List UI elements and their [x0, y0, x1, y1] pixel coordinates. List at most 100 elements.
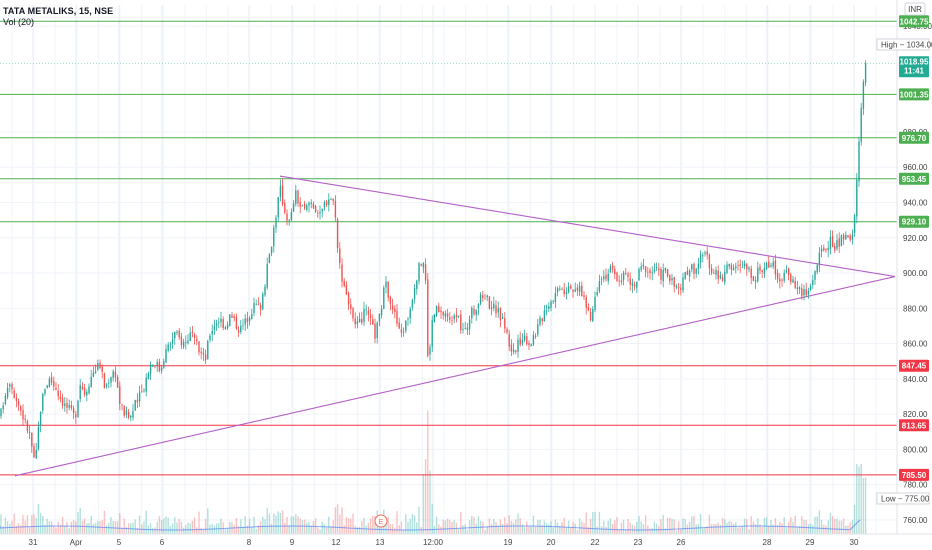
candle-body — [202, 352, 205, 355]
candle-body — [576, 287, 579, 291]
candle — [226, 321, 229, 331]
candle-body — [451, 319, 453, 321]
volume-bar — [226, 528, 229, 534]
trendline-lower[interactable] — [14, 276, 896, 477]
volume-bar — [374, 515, 376, 534]
x-tick-label: 31 — [29, 538, 38, 547]
candle-body — [616, 272, 618, 281]
candle — [845, 231, 847, 240]
candle-body — [328, 199, 330, 206]
candle — [699, 250, 702, 269]
candle-body — [319, 211, 321, 214]
candle-body — [407, 318, 409, 320]
event-marker[interactable]: E — [374, 514, 388, 528]
candle — [48, 376, 51, 388]
candle — [125, 406, 128, 419]
candle-body — [229, 314, 231, 326]
volume-bar — [695, 524, 697, 534]
candle — [121, 404, 123, 411]
candle — [614, 265, 616, 280]
candle — [255, 299, 257, 306]
candle-body — [776, 272, 779, 280]
candle-body — [840, 235, 843, 246]
candle — [517, 334, 519, 358]
candle-body — [378, 313, 381, 322]
candle — [587, 303, 590, 312]
candle — [636, 281, 638, 293]
candle — [490, 300, 493, 316]
candle — [213, 319, 216, 335]
candle-body — [803, 288, 805, 296]
candle-body — [754, 280, 757, 282]
volume-bar — [110, 517, 112, 534]
candle — [464, 321, 466, 330]
candle — [176, 330, 178, 336]
candle — [856, 173, 858, 224]
candle — [341, 258, 343, 288]
candle-body — [849, 235, 851, 240]
candle-body — [695, 268, 697, 274]
candle-body — [119, 386, 121, 404]
candle-body — [565, 292, 568, 294]
currency-badge[interactable]: INR — [904, 2, 926, 16]
volume-bar — [189, 523, 191, 534]
currency-label: INR — [908, 5, 922, 14]
x-tick-label: 6 — [160, 538, 165, 547]
candle-body — [211, 330, 213, 335]
volume-bar — [86, 523, 88, 534]
y-tick-label: 840.00 — [903, 375, 928, 384]
candle-body — [506, 329, 508, 333]
candle — [259, 302, 262, 316]
volume-bar — [561, 522, 563, 534]
candle-body — [185, 342, 187, 343]
candle — [735, 262, 737, 274]
candle-body — [281, 185, 284, 205]
volume-bar — [396, 511, 398, 534]
candle-body — [277, 197, 279, 218]
candle-body — [35, 449, 37, 459]
candle — [94, 364, 97, 374]
x-tick-label: 19 — [504, 538, 513, 547]
candle-body — [308, 202, 310, 206]
volume-bar — [631, 524, 634, 534]
candle-body — [453, 315, 455, 320]
volume-bar — [17, 523, 20, 534]
candle — [449, 311, 451, 324]
volume-bar — [468, 520, 471, 534]
candle — [292, 200, 295, 212]
candle — [638, 267, 640, 282]
volume-bar — [446, 518, 449, 534]
volume-bar — [224, 529, 227, 534]
candle-body — [479, 294, 482, 305]
candle — [64, 397, 66, 412]
candle — [59, 390, 62, 403]
candle-body — [633, 284, 636, 287]
candle — [198, 341, 200, 356]
volume-bar — [72, 519, 75, 534]
candle-body — [152, 364, 154, 367]
x-tick-label: 20 — [547, 538, 556, 547]
candle-body — [218, 322, 220, 324]
candle-body — [598, 281, 601, 292]
volume-bar — [244, 515, 246, 534]
candle — [820, 245, 823, 258]
candle — [732, 264, 735, 271]
trendline-upper[interactable] — [279, 175, 896, 278]
candle-body — [713, 273, 715, 274]
candle — [495, 300, 497, 318]
volume-bar — [640, 521, 642, 534]
candle-body — [59, 396, 62, 399]
level-tag-bg — [899, 88, 929, 101]
candle-body — [642, 264, 645, 267]
candle — [418, 262, 420, 285]
volume-bar — [336, 504, 339, 534]
volume-bar — [816, 516, 818, 534]
candle-body — [508, 334, 510, 347]
x-tick-label: 28 — [763, 538, 772, 547]
candle — [136, 393, 139, 409]
candle-body — [499, 307, 502, 321]
candle — [86, 389, 88, 402]
volume-indicator-label[interactable]: Vol (20) — [3, 17, 35, 27]
candle-body — [814, 270, 816, 280]
